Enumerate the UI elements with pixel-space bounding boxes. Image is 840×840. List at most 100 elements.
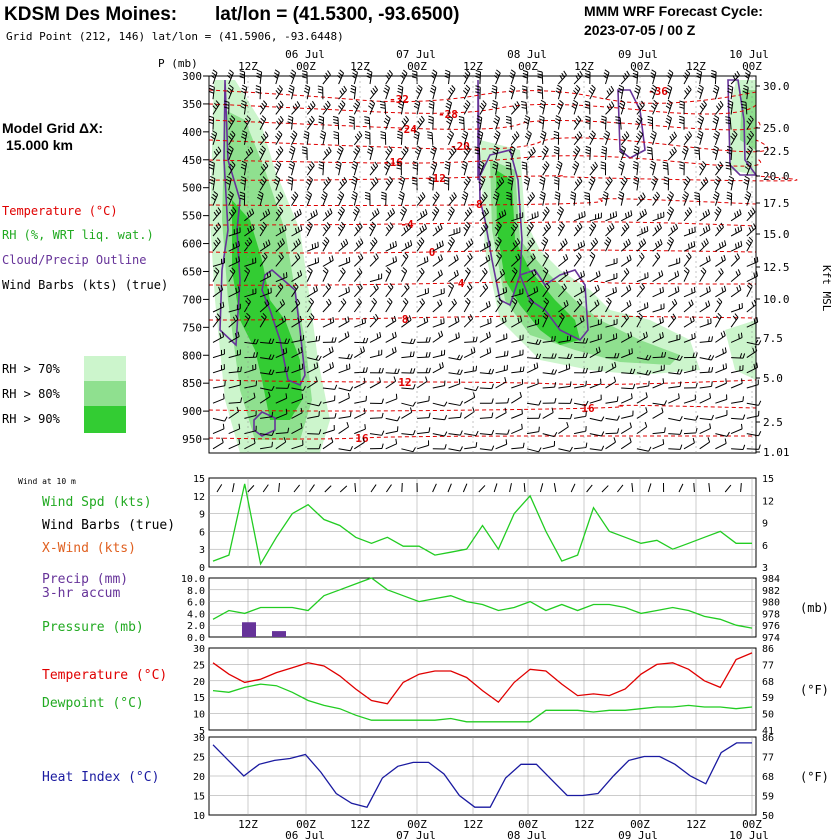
wind-barb bbox=[243, 118, 251, 130]
wind-barb-feather bbox=[364, 137, 371, 140]
wind-barb bbox=[291, 72, 297, 85]
wind-barb-feather bbox=[679, 167, 685, 170]
wind-barb-feather bbox=[672, 225, 676, 231]
wind-barb-feather bbox=[545, 206, 550, 212]
wind-barb-feather bbox=[347, 316, 350, 322]
wind-barb-feather bbox=[439, 299, 443, 305]
wind-barb bbox=[338, 368, 351, 374]
wind-barb-feather bbox=[536, 362, 539, 368]
wind-barb-feather bbox=[671, 133, 675, 139]
wind-barb-feather bbox=[629, 422, 632, 428]
wind-barb-feather bbox=[646, 149, 653, 152]
wind-barb-feather bbox=[603, 72, 609, 76]
wind-barb-feather bbox=[245, 151, 250, 156]
wind-barb bbox=[463, 287, 473, 298]
wind-barb-feather bbox=[739, 353, 743, 359]
wind-barb-feather bbox=[276, 133, 281, 138]
wind-barb bbox=[636, 316, 643, 328]
wind-barb-feather bbox=[626, 301, 630, 308]
right-tick-label: 978 bbox=[762, 609, 780, 620]
pressure-line bbox=[212, 577, 753, 629]
wind-barb bbox=[605, 323, 618, 328]
wind-barb-feather bbox=[429, 100, 435, 103]
wind-barb-feather bbox=[578, 298, 583, 304]
wind-barb-feather bbox=[426, 256, 429, 262]
surface-wind-barb bbox=[278, 482, 280, 493]
wind-barb-feather bbox=[697, 120, 702, 125]
top-hour-labels: 12Z 00Z 12Z 00Z 12Z 00Z 12Z 00Z 12Z 00Z bbox=[238, 60, 762, 73]
wind-barb-feather bbox=[458, 115, 464, 119]
wind-barb bbox=[652, 291, 664, 298]
wind-barb-feather bbox=[287, 366, 289, 372]
wind-barb-feather bbox=[355, 227, 359, 232]
wind-barb-feather bbox=[632, 75, 638, 79]
wind-barb bbox=[212, 317, 221, 328]
wind-barb-feather bbox=[230, 115, 236, 120]
wind-barb-feather bbox=[732, 315, 737, 321]
wind-barb-feather bbox=[310, 313, 315, 318]
legend-rh: RH (%, WRT liq. wat.) bbox=[2, 228, 154, 242]
left-tick-label: 0 bbox=[199, 563, 205, 574]
wind-barb-feather bbox=[521, 91, 528, 94]
wind-barb bbox=[291, 427, 303, 435]
wind-barb-feather bbox=[537, 88, 543, 91]
wind-barb bbox=[432, 366, 444, 374]
wind-barb-feather bbox=[303, 133, 309, 137]
wind-barb-feather bbox=[238, 438, 241, 445]
wind-barb-feather bbox=[416, 87, 422, 92]
wind-barb bbox=[432, 354, 445, 359]
model-grid-label: Model Grid ΔX: bbox=[2, 120, 103, 136]
wind-barb-feather bbox=[529, 221, 534, 227]
wind-barb-feather bbox=[543, 209, 549, 214]
wind-barb bbox=[557, 225, 565, 237]
top-hour-label: 00Z bbox=[296, 60, 316, 73]
wind-barb-feather bbox=[469, 314, 474, 319]
wind-barb bbox=[495, 320, 507, 328]
wind-barb-feather bbox=[306, 269, 312, 274]
wind-barb-feather bbox=[572, 166, 577, 171]
height-tick-label: 17.5 bbox=[763, 197, 790, 210]
wind-barb-feather bbox=[480, 196, 485, 202]
wind-barb-feather bbox=[538, 121, 544, 125]
wind-barb-feather bbox=[276, 105, 280, 110]
wind-barb-feather bbox=[236, 406, 240, 412]
wind-barb-feather bbox=[712, 196, 718, 201]
wind-barb-feather bbox=[491, 445, 495, 451]
wind-barb-feather bbox=[210, 135, 216, 140]
wind-barb-feather bbox=[299, 270, 303, 276]
wind-barb-feather bbox=[584, 211, 586, 217]
panel-frame bbox=[208, 477, 757, 568]
wind-barb-feather bbox=[468, 240, 472, 246]
wind-barb-feather bbox=[734, 212, 737, 218]
wind-barb-feather bbox=[232, 206, 237, 212]
wind-barb-feather bbox=[496, 224, 501, 229]
wind-barb-feather bbox=[334, 412, 337, 419]
wind-barb-feather bbox=[315, 376, 318, 382]
wind-barb bbox=[401, 319, 412, 328]
wind-barb-feather bbox=[266, 299, 270, 305]
wind-barb bbox=[448, 231, 461, 237]
wind-barb-feather bbox=[544, 145, 549, 150]
wind-barb-feather bbox=[620, 99, 626, 104]
surface-wind-barb bbox=[509, 483, 512, 493]
surface-wind-barb bbox=[385, 484, 392, 493]
wind-barb-feather bbox=[314, 242, 317, 248]
wind-barb-feather bbox=[491, 368, 495, 375]
wind-barb-feather bbox=[746, 120, 751, 125]
wind-barb-feather bbox=[274, 178, 280, 183]
wind-barb-feather bbox=[395, 240, 397, 247]
wind-barb bbox=[699, 304, 710, 313]
wind-barb-feather bbox=[663, 182, 669, 185]
wind-barb-feather bbox=[543, 163, 548, 168]
wind-barb bbox=[322, 212, 333, 222]
wind-barb-feather bbox=[261, 178, 266, 184]
wind-barb bbox=[573, 256, 582, 267]
wind-barb bbox=[730, 382, 743, 389]
wind-barb-feather bbox=[612, 288, 615, 294]
wind-barb bbox=[668, 338, 681, 343]
right-tick-label: 86 bbox=[762, 733, 774, 744]
wind-barb-feather bbox=[459, 412, 462, 418]
wind-barb-feather bbox=[638, 115, 643, 120]
wind-barb-feather bbox=[230, 209, 235, 214]
wind-barb-feather bbox=[494, 226, 499, 232]
